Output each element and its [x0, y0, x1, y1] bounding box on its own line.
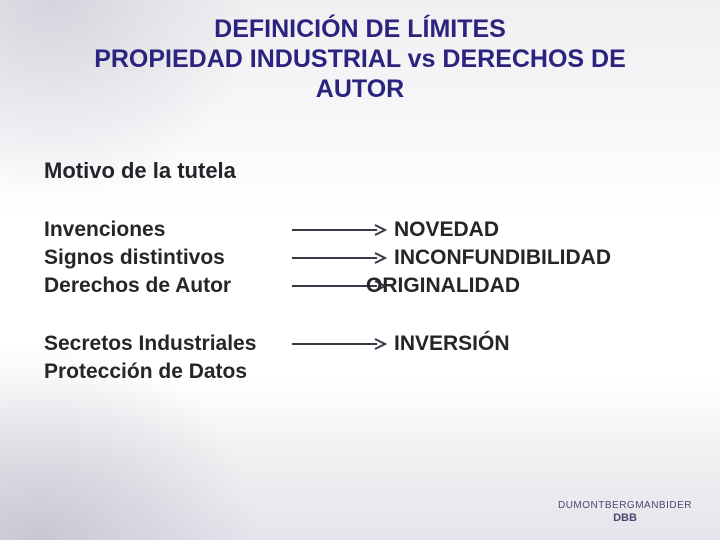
tutela-group-2: Secretos Industriales INVERSIÓNProtecció… [44, 330, 680, 386]
tutela-right-label: NOVEDAD [394, 218, 680, 242]
arrow-icon [284, 337, 394, 351]
arrow-icon [284, 223, 394, 237]
title-line-3: AUTOR [316, 75, 404, 103]
footer-logo: DUMONTBERGMANBIDER DBB [558, 500, 692, 524]
tutela-left-label: Invenciones [44, 218, 284, 242]
tutela-row: Secretos Industriales INVERSIÓN [44, 330, 680, 358]
slide-title: DEFINICIÓN DE LÍMITES PROPIEDAD INDUSTRI… [40, 14, 680, 104]
title-line-2: PROPIEDAD INDUSTRIAL vs DERECHOS DE [94, 45, 626, 73]
title-line-1: DEFINICIÓN DE LÍMITES [214, 15, 506, 43]
tutela-left-label: Secretos Industriales [44, 332, 284, 356]
tutela-right-label: INVERSIÓN [394, 332, 680, 356]
subtitle: Motivo de la tutela [44, 158, 236, 184]
tutela-left-label: Derechos de Autor [44, 274, 284, 298]
tutela-row: Derechos de Autor ORIGINALIDAD [44, 272, 680, 300]
tutela-right-label: INCONFUNDIBILIDAD [394, 246, 680, 270]
footer-brand-text: DUMONTBERGMANBIDER [558, 500, 692, 511]
tutela-left-label: Signos distintivos [44, 246, 284, 270]
footer-brand-monogram: DBB [558, 512, 692, 524]
arrow-icon [284, 251, 394, 265]
tutela-right-label: ORIGINALIDAD [366, 274, 680, 298]
tutela-row: Protección de Datos [44, 358, 680, 386]
tutela-row: Signos distintivos INCONFUNDIBILIDAD [44, 244, 680, 272]
tutela-row: Invenciones NOVEDAD [44, 216, 680, 244]
tutela-left-label: Protección de Datos [44, 360, 284, 384]
tutela-group-1: Invenciones NOVEDADSignos distintivos IN… [44, 216, 680, 300]
slide-root: DEFINICIÓN DE LÍMITES PROPIEDAD INDUSTRI… [0, 0, 720, 540]
